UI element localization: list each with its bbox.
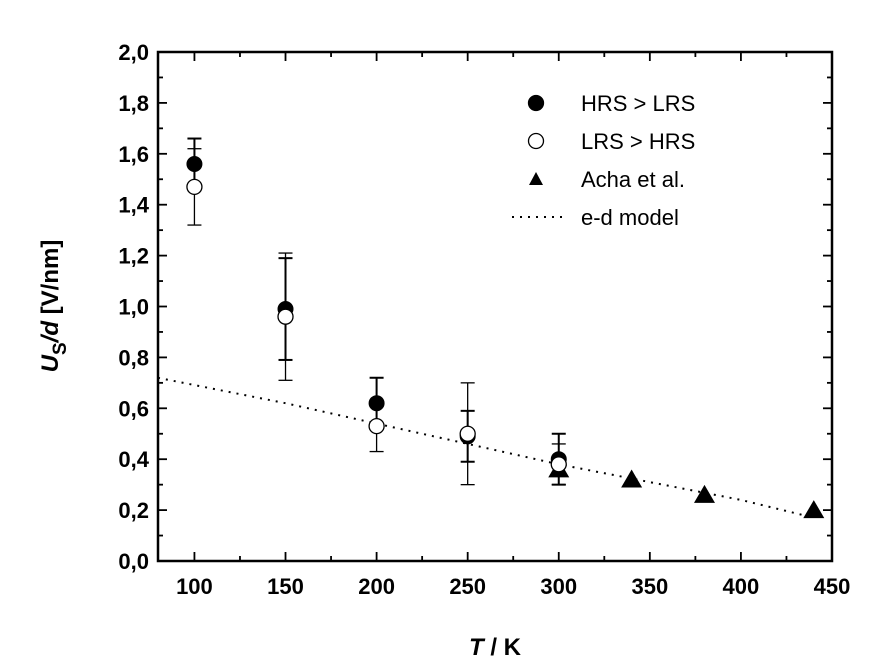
plot-frame xyxy=(156,50,834,563)
x-tick-label: 150 xyxy=(267,574,304,599)
legend-label: HRS > LRS xyxy=(581,91,695,116)
x-tick-label: 200 xyxy=(358,574,395,599)
legend-label: e-d model xyxy=(581,205,679,230)
axis-ticks xyxy=(158,51,833,562)
y-tick-label: 0,2 xyxy=(118,498,149,523)
x-tick-label: 300 xyxy=(540,574,577,599)
x-tick-label: 450 xyxy=(814,574,851,599)
point-hrs-lrs xyxy=(368,395,385,412)
x-tick-label: 350 xyxy=(631,574,668,599)
legend-item: Acha et al. xyxy=(529,167,685,192)
y-tick-label: 0,8 xyxy=(118,345,149,370)
y-tick-label: 1,6 xyxy=(118,142,149,167)
legend-item: HRS > LRS xyxy=(527,91,695,116)
point-lrs-hrs xyxy=(550,456,567,473)
legend-swatch xyxy=(527,94,545,112)
series-line-e-d-model xyxy=(157,376,815,519)
point-acha xyxy=(621,469,643,488)
legend-swatch xyxy=(527,132,545,150)
legend-swatch xyxy=(529,172,543,185)
y-axis-title: US/d [V/nm] xyxy=(37,240,71,373)
point-acha xyxy=(803,500,825,519)
legend-label: Acha et al. xyxy=(581,167,685,192)
x-tick-label: 400 xyxy=(723,574,760,599)
y-tick-label: 2,0 xyxy=(118,40,149,65)
point-lrs-hrs xyxy=(186,178,203,196)
legend: HRS > LRS LRS > HRS Acha et al. e-d model xyxy=(512,91,695,230)
x-tick-label: 250 xyxy=(449,574,486,599)
point-lrs-hrs xyxy=(459,425,476,442)
y-tick-label: 1,0 xyxy=(118,295,149,320)
y-tick-label: 0,4 xyxy=(118,447,149,472)
y-tick-label: 1,4 xyxy=(118,193,149,218)
legend-label: LRS > HRS xyxy=(581,129,695,154)
legend-item: LRS > HRS xyxy=(527,129,695,154)
legend-item: e-d model xyxy=(512,205,679,230)
x-tick-label: 100 xyxy=(176,574,213,599)
point-acha xyxy=(693,484,715,503)
y-tick-label: 1,2 xyxy=(118,244,149,269)
point-hrs-lrs xyxy=(186,155,203,172)
tick-labels: 100 150 200 250 300 350 400 450 0,0 0,2 0,4 0,6 0,8 1… xyxy=(118,40,850,599)
point-lrs-hrs xyxy=(368,417,385,435)
y-tick-label: 0,6 xyxy=(118,396,149,421)
y-tick-label: 1,8 xyxy=(118,91,149,116)
x-axis-title: T / K xyxy=(469,634,522,661)
plot-area xyxy=(157,137,825,519)
point-lrs-hrs xyxy=(277,308,294,325)
y-tick-label: 0,0 xyxy=(118,549,149,574)
